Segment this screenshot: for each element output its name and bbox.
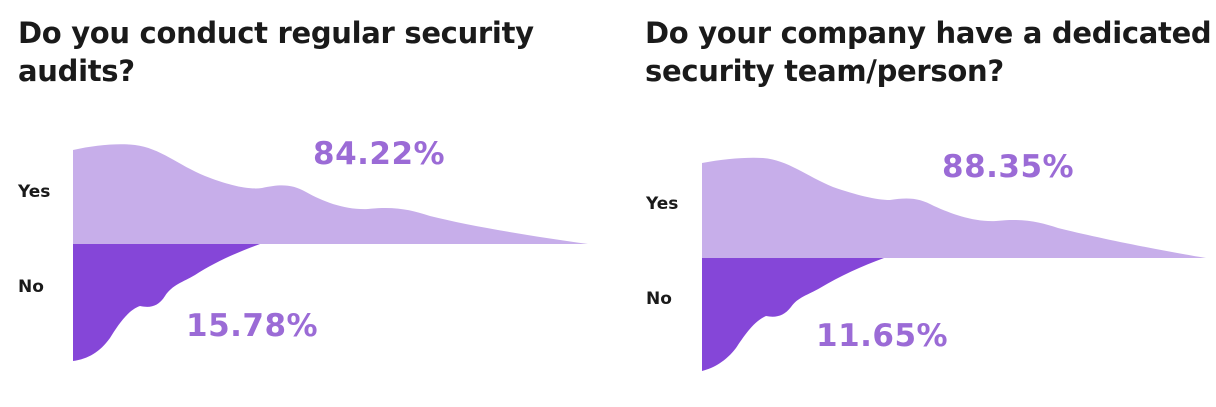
- yes-area: [702, 157, 1206, 258]
- chart-title: Do your company have a dedicated securit…: [645, 16, 1212, 88]
- row-label-yes: Yes: [18, 182, 51, 202]
- data-label-no: 15.78%: [186, 308, 319, 344]
- chart-title: Do you conduct regular security audits?: [18, 16, 534, 88]
- row-label-yes: Yes: [646, 194, 679, 214]
- row-label-no: No: [646, 289, 672, 309]
- yes-area: [73, 144, 588, 244]
- data-label-yes: 88.35%: [942, 149, 1075, 185]
- chart-panel-security-team: Do your company have a dedicated securit…: [608, 0, 1216, 407]
- chart-panel-security-audits: Do you conduct regular security audits? …: [18, 16, 588, 361]
- chart-svg: [702, 157, 1206, 371]
- no-area: [702, 258, 884, 371]
- row-label-no: No: [18, 277, 44, 297]
- data-label-yes: 84.22%: [313, 136, 446, 172]
- data-label-no: 11.65%: [816, 318, 949, 354]
- no-area: [73, 244, 260, 361]
- chart-svg: [73, 144, 588, 361]
